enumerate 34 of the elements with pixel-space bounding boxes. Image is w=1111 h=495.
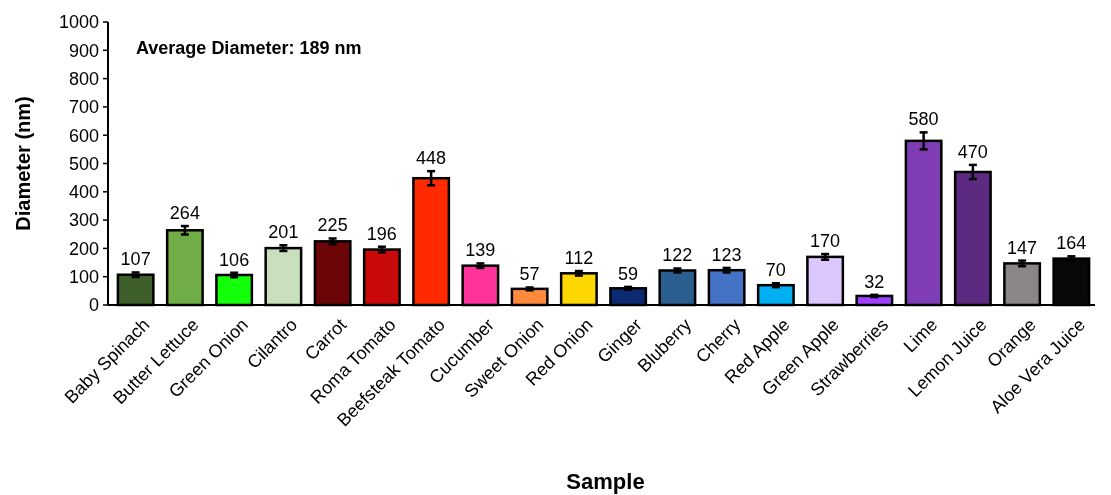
data-label: 201 xyxy=(268,222,299,243)
x-axis-title: Sample xyxy=(566,469,645,494)
data-label: 106 xyxy=(219,249,250,270)
y-tick-label: 200 xyxy=(68,238,99,259)
y-tick-label: 800 xyxy=(68,68,99,89)
data-label: 470 xyxy=(957,141,988,162)
y-tick-label: 100 xyxy=(68,267,99,287)
data-label: 107 xyxy=(120,249,151,270)
data-label: 122 xyxy=(662,245,693,266)
data-label: 70 xyxy=(765,260,786,281)
y-tick-label: 700 xyxy=(68,97,99,118)
annotation: Average Diameter: 189 nm xyxy=(136,38,362,58)
y-tick-label: 300 xyxy=(68,210,99,231)
data-label: 59 xyxy=(618,263,639,284)
data-label: 580 xyxy=(908,109,939,130)
y-axis-title: Diameter (nm) xyxy=(12,96,34,231)
data-label: 448 xyxy=(416,148,447,169)
data-label: 57 xyxy=(519,264,540,285)
y-tick-label: 500 xyxy=(68,153,99,174)
y-tick-label: 0 xyxy=(88,295,99,316)
data-label: 32 xyxy=(864,271,885,292)
y-tick-label: 900 xyxy=(68,40,99,61)
data-label: 225 xyxy=(317,215,348,236)
data-label: 164 xyxy=(1056,233,1087,254)
data-label: 264 xyxy=(169,203,200,224)
data-label: 196 xyxy=(366,223,397,244)
y-tick-label: 400 xyxy=(68,182,99,203)
y-tick-label: 1000 xyxy=(58,12,99,33)
data-label: 112 xyxy=(564,248,594,269)
data-label: 170 xyxy=(810,231,841,252)
y-tick-label: 600 xyxy=(68,125,99,146)
data-label: 147 xyxy=(1007,237,1038,258)
data-label: 123 xyxy=(711,244,742,265)
data-label: 139 xyxy=(465,240,496,261)
